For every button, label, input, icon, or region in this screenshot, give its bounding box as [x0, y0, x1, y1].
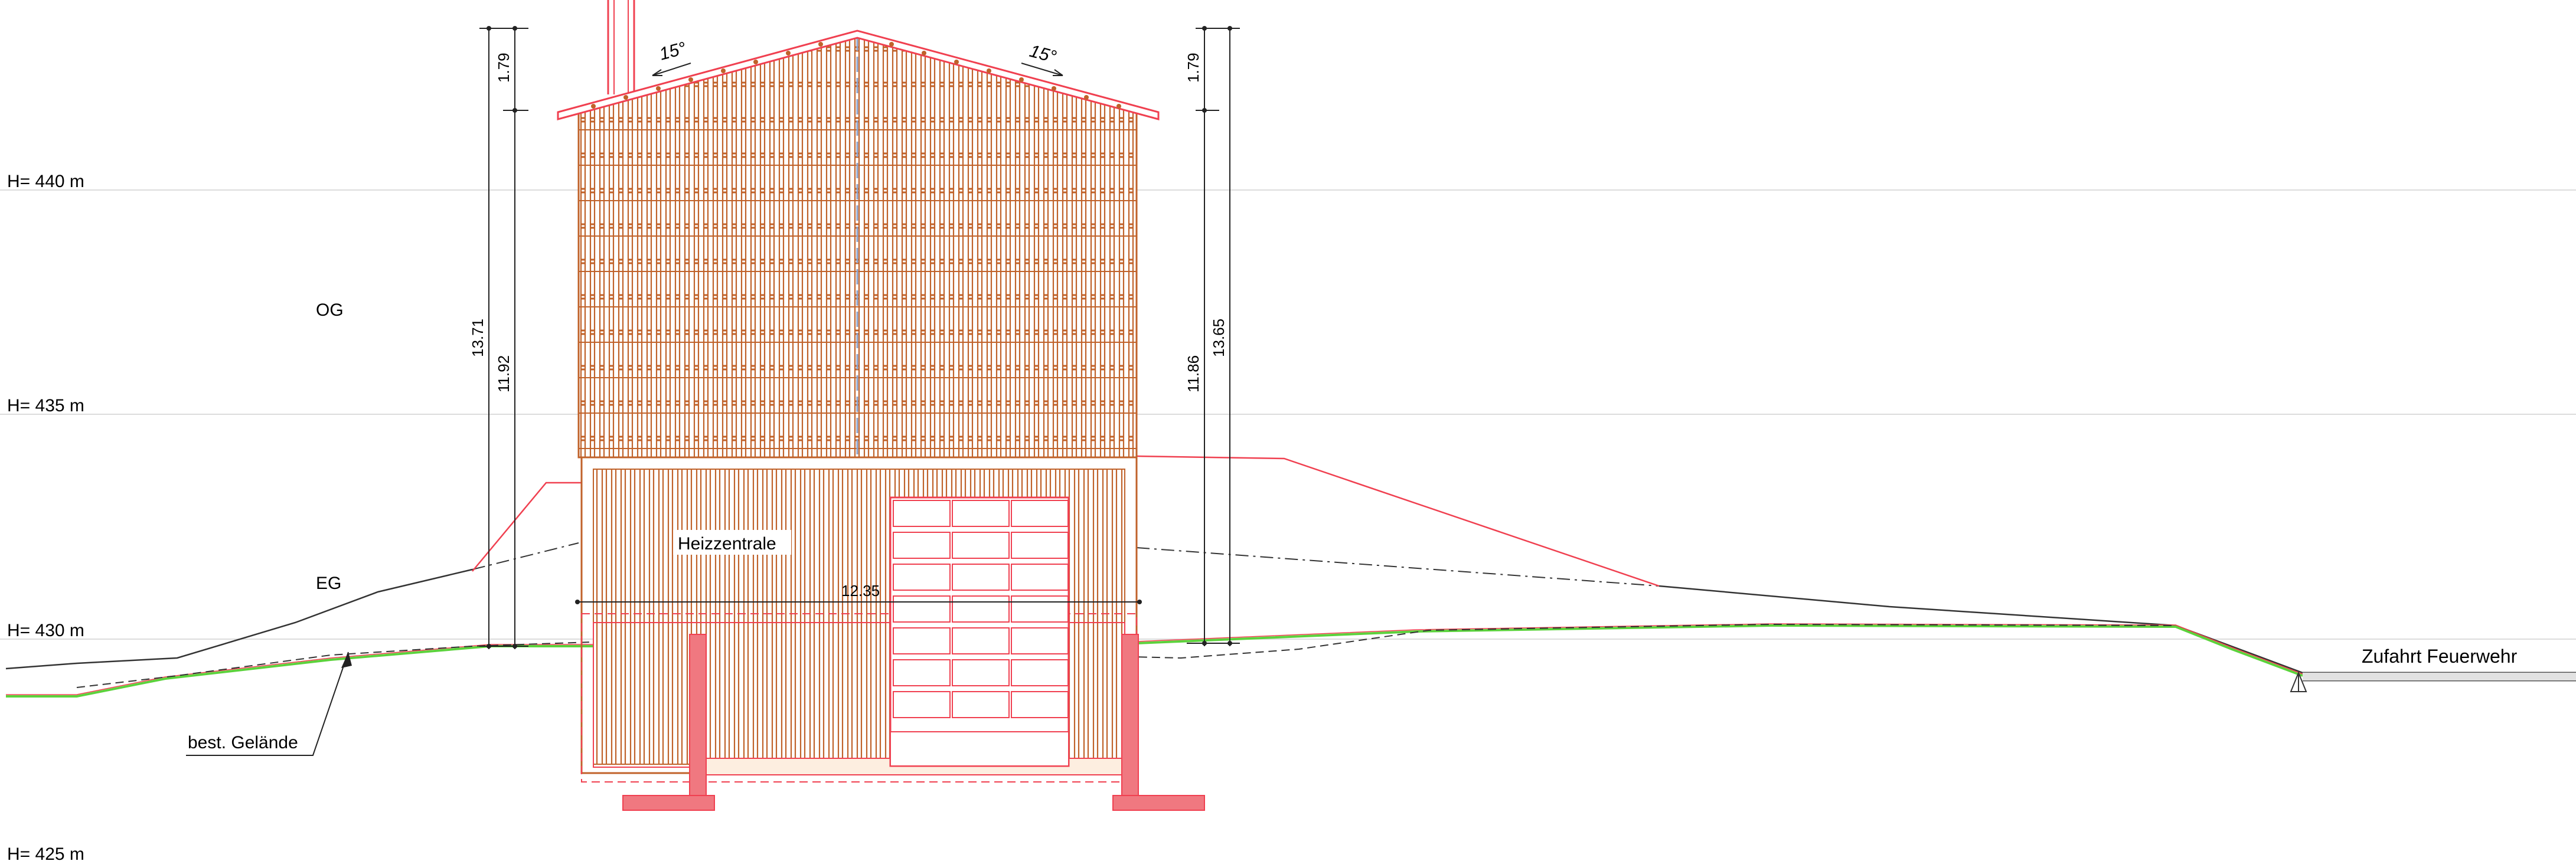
roof-angle-right: 15°	[1021, 41, 1063, 76]
gate-panel	[952, 627, 1010, 654]
gate-panel	[893, 564, 951, 591]
gate-panel	[1011, 595, 1069, 623]
chimney	[607, 0, 635, 94]
terrain-line-left-upper	[5, 568, 473, 670]
dim-left-outer: 13.71	[469, 319, 487, 357]
terrain-dashdot-right	[1136, 547, 1660, 587]
floor-label-og: OG	[316, 300, 344, 320]
dim-left-top: 1.79	[495, 53, 512, 83]
level-labels: H= 440 m H= 435 m H= 430 m H= 425 m	[7, 172, 84, 861]
gate-panel	[1011, 500, 1069, 527]
dim-right-inner: 11.86	[1184, 355, 1202, 392]
roof-angle-right-label: 15°	[1027, 41, 1058, 67]
level-lines	[0, 189, 2576, 640]
width-dimension-label: 12.35	[841, 582, 880, 600]
foundation-left	[622, 634, 715, 811]
gate-panel	[893, 500, 951, 527]
roof-angle-left: 15°	[652, 38, 691, 76]
gate-panel	[1011, 532, 1069, 559]
width-dimension: 12.35	[575, 582, 1142, 604]
gate-panel	[952, 595, 1010, 623]
gate	[889, 496, 1070, 767]
cut-line-left	[472, 482, 582, 572]
gate-panel	[893, 595, 951, 623]
planned-terrain-right	[1136, 624, 2303, 677]
dim-right-outer: 13.65	[1210, 319, 1227, 357]
gate-panel	[1011, 659, 1069, 686]
gate-panel	[893, 532, 951, 559]
level-label-435: H= 435 m	[7, 396, 84, 415]
terrain-callout: best. Gelände	[186, 652, 352, 756]
upper-floor-wall	[577, 31, 1138, 459]
planned-terrain-left	[6, 645, 649, 698]
dim-right-top: 1.79	[1184, 53, 1202, 83]
gate-panel	[893, 691, 951, 718]
gate-panel	[952, 659, 1010, 686]
gate-panel	[1011, 564, 1069, 591]
gate-panel	[893, 659, 951, 686]
gate-panel	[1011, 627, 1069, 654]
gate-panel	[952, 532, 1010, 559]
roof	[557, 30, 1160, 120]
gate-panel	[1011, 691, 1069, 718]
gate-panels	[893, 500, 1069, 718]
foundation-right	[1112, 634, 1205, 811]
room-label: Heizzentrale	[678, 534, 776, 554]
fire-access-label: Zufahrt Feuerwehr	[2362, 646, 2518, 667]
floor-label-eg: EG	[316, 574, 341, 593]
gate-panel	[952, 500, 1010, 527]
planned-terrain-left-red	[6, 644, 649, 695]
planned-terrain-right-red	[1136, 623, 2303, 675]
gate-panel	[952, 691, 1010, 718]
dim-left-inner: 11.92	[495, 355, 512, 392]
left-dimensions	[479, 28, 528, 649]
level-label-425: H= 425 m	[7, 844, 84, 861]
roof-angle-left-label: 15°	[657, 38, 688, 64]
room-label-background	[673, 530, 791, 555]
left-dimension-ticks	[487, 26, 517, 649]
gate-panel	[893, 627, 951, 654]
right-dimension-ticks	[1202, 26, 1232, 646]
level-label-440: H= 440 m	[7, 172, 84, 191]
cut-line-right	[1136, 455, 1660, 587]
fire-access-road: Zufahrt Feuerwehr	[2290, 646, 2576, 692]
terrain-line-right-upper	[1658, 585, 2303, 674]
gate-panel	[952, 564, 1010, 591]
terrain-callout-label: best. Gelände	[188, 733, 298, 752]
terrain-dashdot-left	[472, 542, 579, 570]
level-label-430: H= 430 m	[7, 621, 84, 640]
